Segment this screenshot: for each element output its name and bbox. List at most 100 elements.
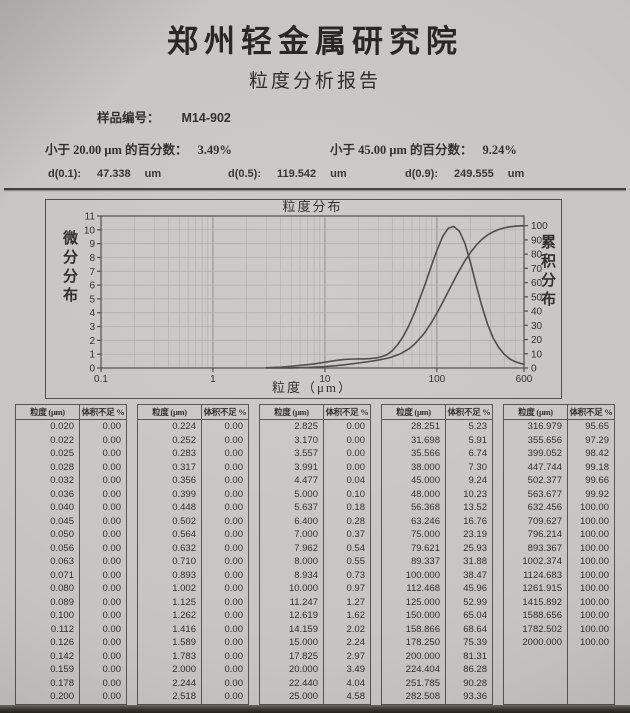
volume-cell: 0.00 xyxy=(224,421,244,432)
volume-cell: 0.00 xyxy=(224,542,244,554)
table-row: 0.063 0.00 xyxy=(16,555,126,569)
volume-cell: 6.74 xyxy=(468,448,488,459)
table-row: 5.000 0.10 xyxy=(260,487,370,501)
table-row: 0.317 0.00 xyxy=(138,460,248,474)
percent-under-20um-label: 小于 20.00 μm 的百分数： xyxy=(45,143,188,157)
size-cell: 8.000 xyxy=(260,555,324,569)
volume-cell: 100.00 xyxy=(579,529,609,540)
volume-cell: 3.49 xyxy=(346,664,366,675)
size-cell: 632.456 xyxy=(504,501,568,515)
size-cell: 3.991 xyxy=(260,460,324,474)
size-cell: 0.448 xyxy=(138,501,202,515)
x-axis-title: 粒度（μm） xyxy=(272,380,353,395)
psd-chart-frame: 0 1 2 3 4 5 6 7 8 9 10 11 0 10 20 30 40 50 60 70 80 90 100 0.1 1… xyxy=(45,199,562,399)
size-cell: 0.020 xyxy=(16,420,80,434)
volume-cell: 99.92 xyxy=(585,488,609,500)
volume-cell: 0.00 xyxy=(102,502,122,513)
table-row: 0.159 0.00 xyxy=(16,663,126,677)
table-row: 0.448 0.00 xyxy=(138,501,248,515)
size-cell: 20.000 xyxy=(260,663,324,677)
volume-cell: 93.36 xyxy=(463,691,487,702)
svg-text:8: 8 xyxy=(89,253,95,264)
table-group: 粒度 (μm) 体积不足 % 0.224 0.00 0.252 0.00 0.283 0.00… xyxy=(137,404,249,705)
size-cell: 0.317 xyxy=(138,460,202,474)
table-row: 0.178 0.00 xyxy=(16,676,126,690)
size-cell: 89.337 xyxy=(382,555,446,569)
table-row: 0.632 0.00 xyxy=(138,541,248,555)
volume-cell: 0.00 xyxy=(102,583,122,594)
size-cell: 56.368 xyxy=(382,501,446,515)
volume-cell xyxy=(568,650,614,664)
size-cell: 10.000 xyxy=(260,582,324,596)
volume-cell: 0.00 xyxy=(102,475,122,486)
table-row: 48.000 10.23 xyxy=(382,487,492,501)
table-row: 0.028 0.00 xyxy=(16,460,126,474)
table-row xyxy=(504,663,614,677)
table-row: 125.000 52.99 xyxy=(382,595,492,609)
volume-cell: 0.00 xyxy=(102,488,122,500)
table-row: 1261.915 100.00 xyxy=(504,582,614,596)
size-cell: 1.002 xyxy=(138,582,202,596)
table-row: 79.621 25.93 xyxy=(382,541,492,555)
size-cell: 0.893 xyxy=(138,568,202,582)
svg-text:70: 70 xyxy=(531,264,543,275)
svg-text:50: 50 xyxy=(531,292,543,303)
table-row: 0.283 0.00 xyxy=(138,447,248,461)
percent-under-45um: 小于 45.00 μm 的百分数： 9.24% xyxy=(330,139,517,158)
svg-text:80: 80 xyxy=(531,250,543,261)
volume-cell: 100.00 xyxy=(579,515,609,527)
volume-cell: 0.00 xyxy=(224,637,244,648)
volume-cell: 2.97 xyxy=(346,650,366,662)
size-cell xyxy=(504,649,568,663)
table-row: 8.934 0.73 xyxy=(260,568,370,582)
d50-label: d(0.5): xyxy=(228,168,261,180)
size-cell: 63.246 xyxy=(382,514,446,528)
size-cell: 0.045 xyxy=(16,514,80,528)
table-row: 89.337 31.88 xyxy=(382,555,492,569)
table-row: 178.250 75.39 xyxy=(382,636,492,650)
table-row: 38.000 7.30 xyxy=(382,460,492,474)
table-row: 0.224 0.00 xyxy=(138,420,248,434)
table-row: 20.000 3.49 xyxy=(260,663,370,677)
size-cell: 0.063 xyxy=(16,555,80,569)
volume-cell: 100.00 xyxy=(579,556,609,567)
size-cell: 0.089 xyxy=(16,595,80,609)
table-row: 1.262 0.00 xyxy=(138,609,248,623)
volume-cell: 99.18 xyxy=(585,461,609,473)
size-cell xyxy=(504,690,568,704)
table-row: 1782.502 100.00 xyxy=(504,622,614,636)
percent-under-45um-label: 小于 45.00 μm 的百分数： xyxy=(330,143,473,157)
table-header-row: 粒度 (μm) 体积不足 % xyxy=(260,405,370,420)
svg-text:2: 2 xyxy=(89,336,95,347)
volume-cell: 0.55 xyxy=(346,556,366,567)
size-cell: 0.100 xyxy=(16,609,80,623)
size-cell: 1.262 xyxy=(138,609,202,623)
table-group: 粒度 (μm) 体积不足 % 0.020 0.00 0.022 0.00 0.025 0.00… xyxy=(15,404,127,705)
cumulative-curve xyxy=(265,224,525,369)
volume-cell: 0.00 xyxy=(102,542,122,554)
volume-cell: 0.00 xyxy=(102,569,122,581)
sample-id-label: 样品编号： xyxy=(97,111,160,125)
size-cell: 1782.502 xyxy=(504,622,568,636)
volume-cell: 0.00 xyxy=(224,448,244,459)
size-cell: 3.557 xyxy=(260,447,324,461)
size-cell: 5.000 xyxy=(260,487,324,501)
volume-header-cell: 体积不足 % xyxy=(203,407,247,417)
table-row: 0.020 0.00 xyxy=(16,420,126,434)
volume-cell: 100.00 xyxy=(579,637,609,648)
volume-cell: 100.00 xyxy=(579,596,609,608)
size-cell: 0.142 xyxy=(16,649,80,663)
right-axis-title: 累积分布 xyxy=(539,234,555,310)
volume-cell: 0.37 xyxy=(346,529,366,540)
left-axis-title: 微分分布 xyxy=(61,230,77,306)
table-row: 22.440 4.04 xyxy=(260,676,370,690)
size-cell: 2.244 xyxy=(138,676,202,690)
table-row: 0.022 0.00 xyxy=(16,433,126,447)
size-cell: 100.000 xyxy=(382,568,446,582)
table-row: 399.052 98.42 xyxy=(504,447,614,461)
size-cell: 0.112 xyxy=(16,622,80,636)
volume-cell: 1.27 xyxy=(346,596,366,608)
volume-cell xyxy=(568,690,614,704)
size-cell xyxy=(504,676,568,690)
volume-cell: 100.00 xyxy=(579,610,609,621)
